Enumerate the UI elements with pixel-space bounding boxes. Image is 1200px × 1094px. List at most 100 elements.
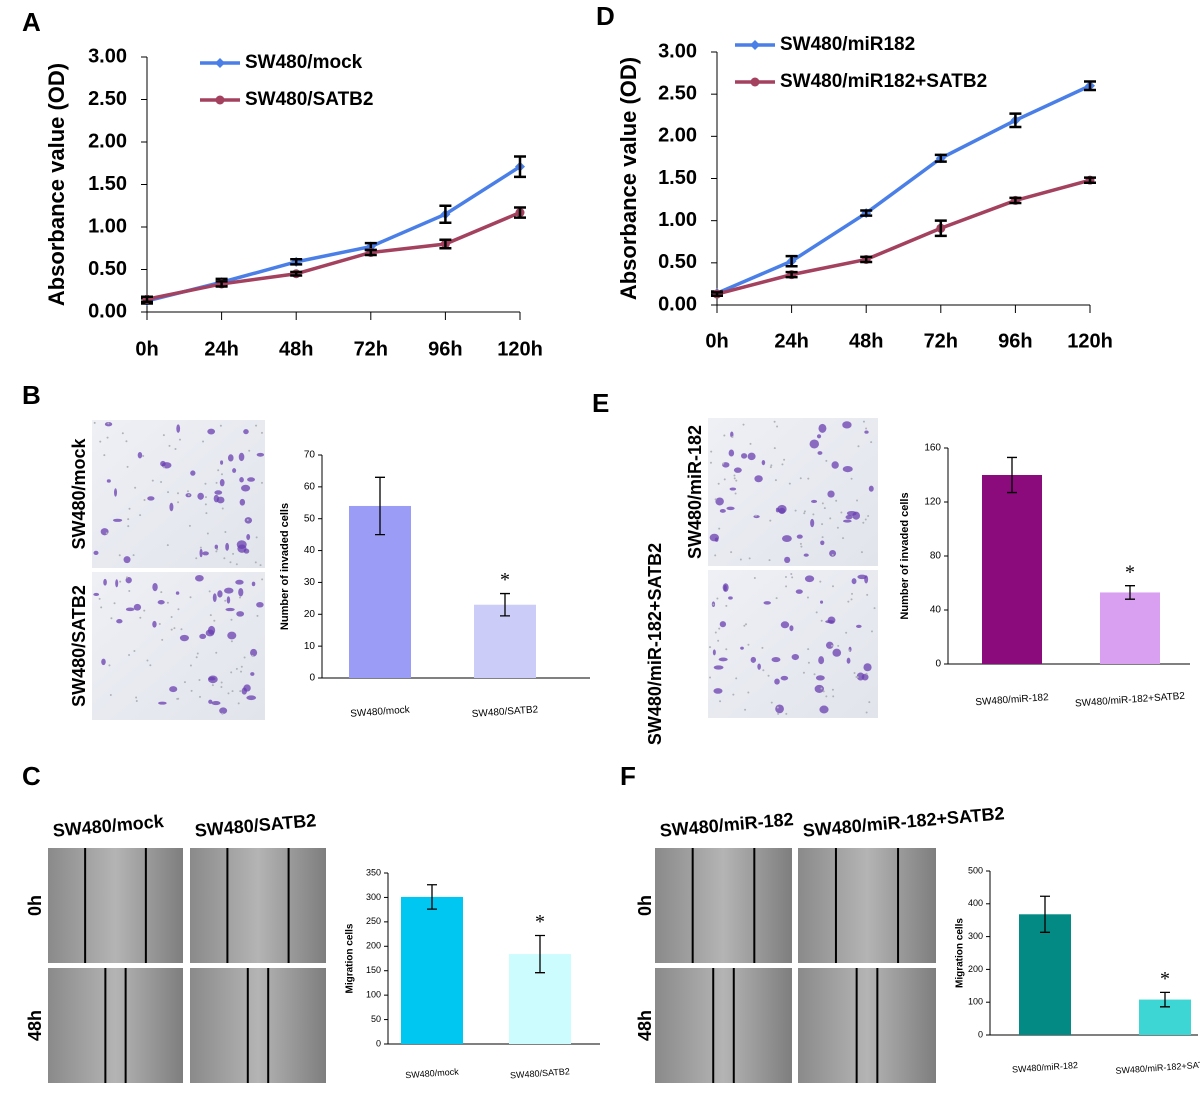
cell (810, 518, 815, 528)
pore (803, 510, 806, 513)
pore (864, 518, 867, 521)
pore (168, 444, 171, 447)
cell (842, 465, 853, 473)
pore (98, 597, 101, 600)
pore (177, 608, 180, 611)
cell (208, 676, 216, 681)
cell (868, 485, 874, 492)
cell (103, 578, 107, 586)
cell (195, 574, 204, 582)
cell (115, 579, 119, 588)
x-tick-label: SW480/miR-182 (1012, 1060, 1079, 1075)
series-line (146, 210, 521, 301)
pore (219, 424, 222, 427)
pore (847, 600, 850, 603)
pore (850, 477, 853, 480)
error-bar (1084, 80, 1096, 92)
pore (850, 598, 853, 601)
cell (176, 424, 181, 433)
pore (815, 611, 818, 614)
pore (199, 546, 202, 549)
pore (105, 532, 108, 535)
cell (818, 656, 825, 665)
pore (189, 664, 192, 667)
pore (230, 671, 233, 674)
pore (239, 690, 242, 693)
y-tick-label: 0 (309, 673, 315, 684)
y-tick-label: 160 (924, 443, 941, 454)
significance-mark: * (1160, 968, 1170, 990)
cell (227, 454, 234, 462)
y-tick-label: 150 (366, 965, 381, 975)
pore (202, 440, 205, 443)
pore (800, 545, 803, 548)
y-tick-label: 1.00 (88, 215, 127, 237)
pore (821, 502, 824, 505)
x-tick-label: SW480/miR-182 (975, 692, 1049, 708)
pore (135, 696, 138, 699)
pore (251, 654, 254, 657)
pore (825, 695, 828, 698)
x-tick-label: 0h (705, 330, 728, 352)
pore (831, 553, 834, 556)
pore (865, 427, 868, 430)
y-tick-label: 40 (930, 605, 942, 616)
legend-label: SW480/miR182+SATB2 (780, 71, 987, 92)
pore (770, 464, 773, 467)
cell (851, 578, 857, 585)
pore (717, 482, 720, 485)
cell (236, 611, 245, 617)
cell (225, 607, 235, 612)
pore (773, 447, 776, 450)
pore (710, 450, 713, 453)
pore (734, 492, 737, 495)
pore (865, 672, 868, 675)
pore (820, 619, 823, 622)
pore (167, 491, 170, 494)
panel-letter: C (22, 761, 41, 791)
cell (93, 550, 99, 556)
cell (775, 704, 784, 714)
y-tick-label: 2.00 (88, 130, 127, 152)
bar (1100, 592, 1160, 664)
pore (213, 619, 216, 622)
error-bar (535, 934, 545, 974)
pore (747, 643, 750, 646)
micrograph (798, 968, 936, 1083)
pore (807, 477, 810, 480)
pore (243, 656, 246, 659)
cell (747, 452, 756, 461)
pore (166, 601, 169, 604)
pore (139, 514, 142, 517)
pore (799, 477, 802, 480)
micrograph (708, 418, 878, 566)
pore (139, 616, 142, 619)
pore (224, 531, 227, 534)
cell (190, 470, 196, 476)
pore (106, 436, 109, 439)
pore (126, 576, 129, 579)
pore (835, 499, 838, 502)
cell (811, 499, 818, 504)
pore (204, 496, 207, 499)
pore (783, 458, 786, 461)
x-tick-label: 72h (924, 330, 958, 352)
cell (729, 487, 737, 491)
cell (715, 497, 724, 506)
pore (230, 640, 233, 643)
cell (250, 648, 258, 657)
panel-letter: A (22, 7, 41, 37)
cell (220, 460, 224, 465)
cell (241, 484, 251, 492)
image-column-label: SW480/miR-182+SATB2 (802, 803, 1005, 841)
error-bar (290, 258, 303, 266)
cell (846, 657, 851, 664)
cell (819, 705, 829, 714)
micrograph (798, 848, 936, 963)
pore (781, 463, 784, 466)
error-bar (860, 255, 873, 264)
cell (93, 592, 100, 597)
panel-letter: F (620, 761, 636, 791)
pore (744, 623, 747, 626)
